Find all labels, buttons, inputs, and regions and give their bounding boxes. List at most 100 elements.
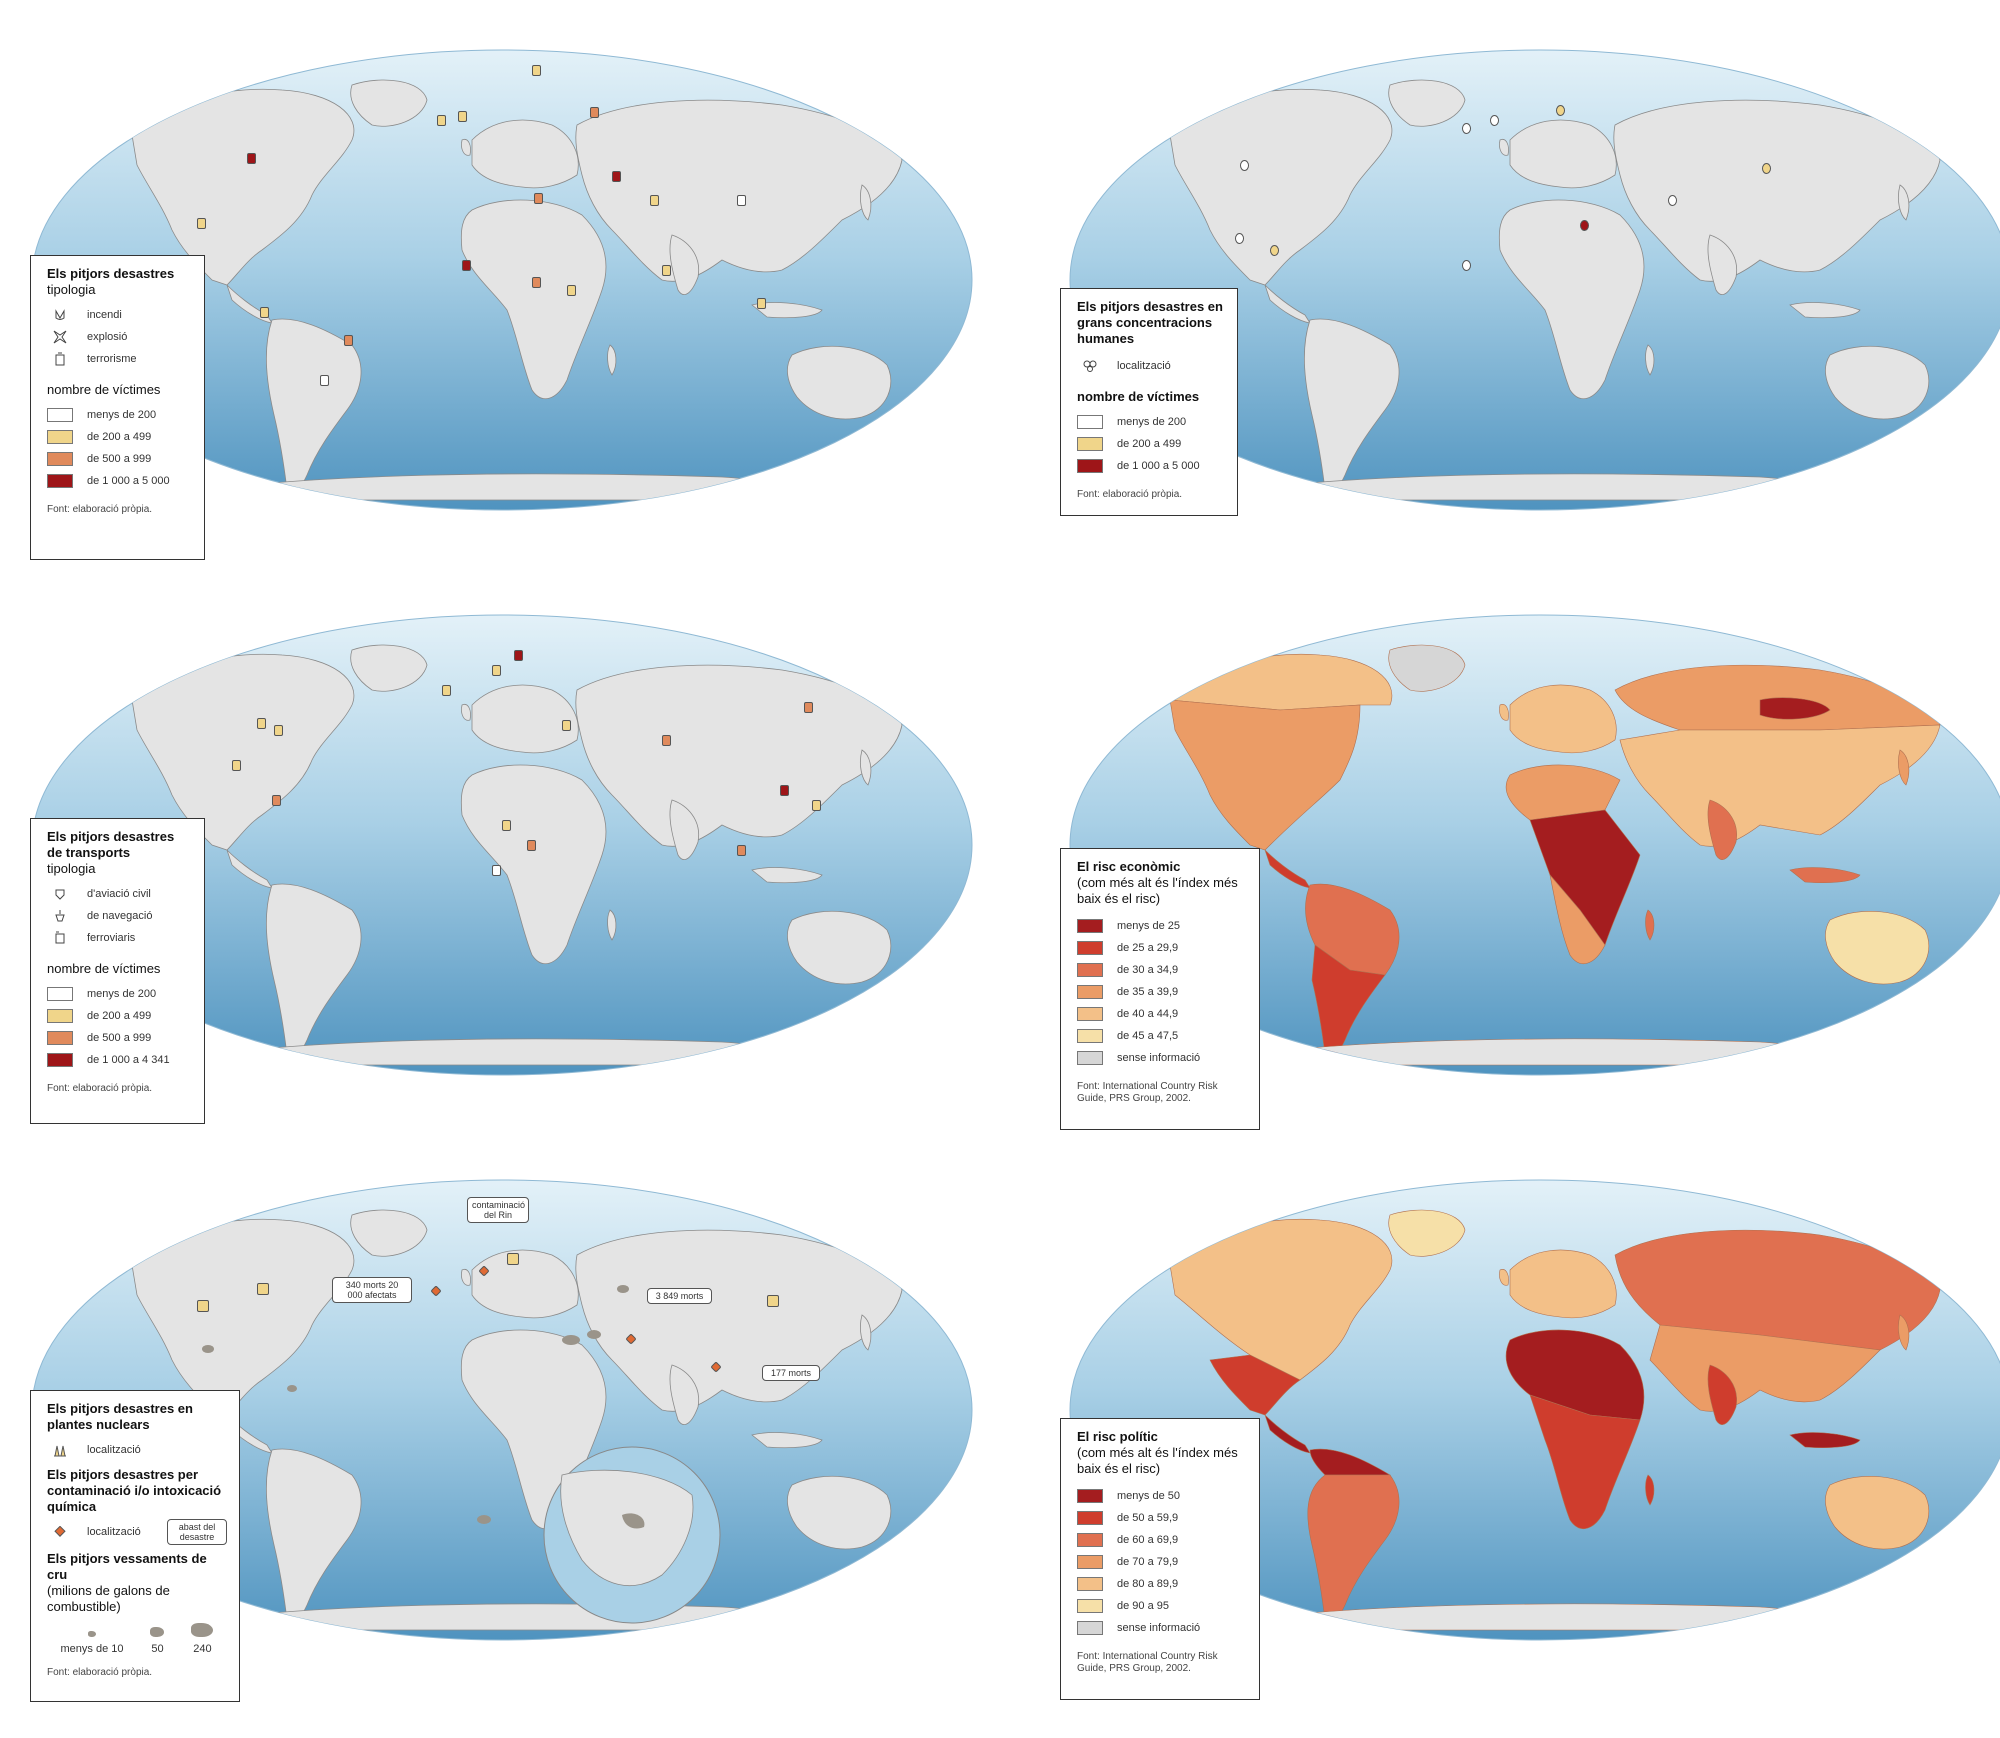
legend-class-label: de 1 000 a 5 000 [87,475,170,487]
legend-class-label: de 500 a 999 [87,1032,152,1044]
legend-swatch [1077,1533,1103,1547]
legend-subtitle: (com més alt és l'índex més baix és el r… [1077,1445,1238,1476]
oil-spill-marker [587,1330,601,1339]
disaster-marker [737,195,746,206]
transport-marker [232,760,241,771]
legend-swatch [1077,1489,1103,1503]
legend-class-label: menys de 50 [1117,1490,1180,1502]
legend-scope-label: abast del desastre [167,1519,227,1545]
legend-subtitle: tipologia [47,861,96,876]
disaster-marker [757,298,766,309]
transport-marker [514,650,523,661]
legend-class-label: de 35 a 39,9 [1117,986,1179,998]
location-marker [1762,163,1771,174]
legend-type-label: explosió [87,331,128,343]
oil-spill-marker [477,1515,491,1524]
legend-type-row: d'aviació civil [47,883,192,905]
nuclear-plant-marker [767,1295,779,1307]
callout-bhopal: 3 849 morts [647,1288,712,1304]
transport-marker [274,725,283,736]
legend-type-label: localització [87,1526,141,1538]
location-marker [1580,220,1589,231]
spill-label: menys de 10 [60,1643,124,1655]
legend-class-row: sense informació [1077,1617,1247,1639]
legend-title: Els pitjors desastres en grans concentra… [1077,299,1223,346]
legend-class-row: de 1 000 a 5 000 [47,470,192,492]
legend-class-row: de 200 a 499 [47,426,192,448]
legend-swatch [47,430,73,444]
legend-class-row: menys de 200 [47,983,192,1005]
location-marker [1235,233,1244,244]
legend-class-label: de 70 a 79,9 [1117,1556,1179,1568]
legend-title: Els pitjors desastres [47,266,175,281]
legend-swatch [47,1009,73,1023]
legend-type-row: localització [1077,355,1225,377]
fire-icon [47,307,73,323]
legend-class-row: de 500 a 999 [47,448,192,470]
plane-icon [47,886,73,902]
transport-marker [562,720,571,731]
disaster-marker [532,65,541,76]
legend-swatch [1077,1555,1103,1569]
legend-class-row: de 200 a 499 [47,1005,192,1027]
map-panel-political-risk [1060,1175,2000,1645]
legend-type-row: localització abast del desastre [47,1519,227,1545]
legend-source: Font: elaboració pròpia. [47,1667,153,1678]
disaster-marker [590,107,599,118]
legend-subtitle-3: (milions de galons de combustible) [47,1583,170,1614]
legend-class-label: menys de 200 [87,409,157,421]
location-marker [1240,160,1249,171]
legend-type-label: ferroviaris [87,932,136,944]
legend-swatch [47,474,73,488]
legend-swatch [1077,437,1103,451]
transport-marker [804,702,813,713]
legend-swatch [1077,1051,1103,1065]
legend-class-label: de 90 a 95 [1117,1600,1169,1612]
legend-subtitle: tipologia [47,282,96,297]
legend-section-title: nombre de víctimes [1077,389,1200,404]
world-map-political-risk [1069,1179,2000,1641]
world-map-economic-risk [1069,614,2000,1076]
legend-class-label: menys de 200 [1117,416,1187,428]
disaster-marker [534,193,543,204]
legend-class-row: menys de 200 [1077,411,1225,433]
disaster-marker [650,195,659,206]
location-marker [1490,115,1499,126]
callout-pacific: 177 morts [762,1365,820,1381]
legend-swatch [47,987,73,1001]
legend-transport: Els pitjors desastres de transports tipo… [30,818,205,1124]
transport-marker [780,785,789,796]
legend-class-label: de 25 a 29,9 [1117,942,1179,954]
legend-class-label: menys de 200 [87,988,157,1000]
spill-scale-item: menys de 10 [60,1631,124,1655]
legend-class-row: de 60 a 69,9 [1077,1529,1247,1551]
legend-type-label: de navegació [87,910,153,922]
legend-title-2: Els pitjors desastres per contaminació i… [47,1467,222,1514]
legend-class-row: menys de 25 [1077,915,1247,937]
spill-scale-item: 50 [150,1627,165,1655]
legend-class-row: de 80 a 89,9 [1077,1573,1247,1595]
explosion-icon [47,329,73,345]
legend-swatch [1077,459,1103,473]
disaster-marker [567,285,576,296]
legend-section-title: nombre de víctimes [47,961,161,976]
legend-swatch [1077,1511,1103,1525]
location-marker [1556,105,1565,116]
terrorism-icon [47,351,73,367]
transport-marker [662,735,671,746]
disaster-marker [437,115,446,126]
callout-rhine: contaminació del Rin [467,1197,529,1223]
legend-class-row: menys de 200 [47,404,192,426]
map-panel-nuclear-chemical: contaminació del Rin 340 morts 20 000 af… [22,1175,982,1645]
legend-type-row: terrorisme [47,348,192,370]
disaster-marker [260,307,269,318]
legend-type-label: incendi [87,309,122,321]
legend-swatch [1077,1577,1103,1591]
transport-marker [737,845,746,856]
legend-class-label: de 500 a 999 [87,453,152,465]
transport-marker [442,685,451,696]
map-panel-disasters [22,45,982,515]
disaster-marker [612,171,621,182]
nuclear-plant-icon [47,1442,73,1458]
oil-spill-marker [202,1345,214,1353]
